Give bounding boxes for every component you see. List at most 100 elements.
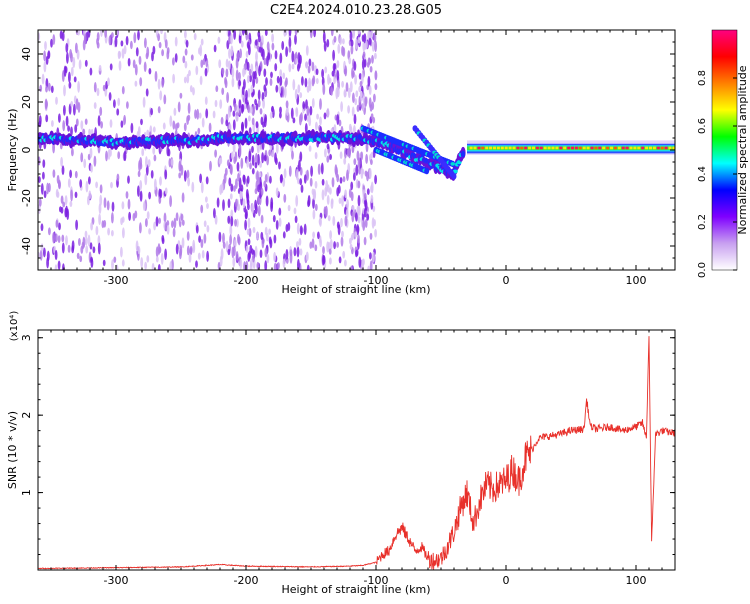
- noise-speckle: [351, 67, 354, 79]
- noise-speckle: [83, 158, 87, 169]
- noise-speckle: [51, 120, 54, 128]
- band-hot: [586, 146, 590, 150]
- noise-speckle: [155, 216, 159, 227]
- noise-speckle: [296, 246, 300, 258]
- noise-speckle: [257, 89, 261, 101]
- noise-speckle: [132, 59, 136, 69]
- noise-speckle: [134, 64, 138, 76]
- noise-speckle: [144, 173, 148, 186]
- noise-speckle: [295, 58, 298, 65]
- noise-speckle: [339, 151, 343, 159]
- noise-speckle: [85, 180, 89, 193]
- noise-speckle: [98, 64, 102, 72]
- top-y-tick-label: -20: [20, 189, 33, 207]
- noise-speckle: [88, 176, 91, 185]
- noise-speckle: [315, 68, 319, 76]
- noise-speckle: [228, 60, 231, 71]
- noise-speckle: [264, 247, 268, 258]
- noise-speckle: [274, 50, 278, 60]
- noise-speckle: [162, 122, 166, 130]
- noise-speckle: [263, 84, 267, 92]
- band-hot: [613, 146, 617, 150]
- noise-speckle: [70, 52, 73, 63]
- noise-speckle: [226, 159, 230, 167]
- noise-speckle: [235, 178, 238, 190]
- noise-speckle: [123, 150, 127, 162]
- noise-speckle: [46, 182, 49, 195]
- noise-speckle: [247, 88, 251, 98]
- noise-speckle: [95, 225, 99, 236]
- noise-speckle: [75, 118, 79, 127]
- noise-speckle: [121, 259, 125, 267]
- noise-speckle: [44, 41, 47, 51]
- noise-speckle: [349, 81, 353, 93]
- noise-speckle: [108, 92, 112, 101]
- noise-speckle: [242, 174, 246, 183]
- noise-speckle: [363, 236, 367, 246]
- noise-speckle: [322, 83, 326, 96]
- noise-speckle: [303, 223, 307, 236]
- noise-speckle: [324, 186, 328, 197]
- noise-speckle: [117, 50, 121, 60]
- noise-speckle: [308, 80, 312, 92]
- noise-speckle: [329, 239, 333, 250]
- noise-speckle: [251, 168, 255, 175]
- noise-speckle: [231, 151, 234, 160]
- noise-speckle: [314, 151, 318, 160]
- noise-speckle: [257, 153, 260, 166]
- noise-speckle: [195, 224, 199, 234]
- noise-speckle: [99, 106, 103, 116]
- noise-speckle: [265, 195, 269, 207]
- noise-speckle: [127, 198, 131, 210]
- noise-speckle: [275, 219, 279, 230]
- noise-speckle: [125, 191, 129, 199]
- noise-speckle: [205, 196, 208, 203]
- band-hot: [590, 146, 594, 150]
- noise-speckle: [311, 97, 315, 109]
- noise-speckle: [172, 120, 176, 130]
- noise-speckle: [84, 59, 88, 67]
- noise-speckle: [271, 33, 274, 43]
- noise-speckle: [134, 80, 138, 87]
- band-hot: [535, 146, 539, 150]
- noise-speckle: [173, 217, 177, 229]
- noise-speckle: [114, 35, 118, 48]
- noise-speckle: [344, 259, 347, 267]
- noise-speckle: [84, 236, 88, 246]
- noise-speckle: [218, 59, 222, 69]
- noise-speckle: [279, 112, 282, 119]
- noise-speckle: [285, 100, 289, 109]
- noise-speckle: [235, 250, 239, 262]
- noise-speckle: [199, 75, 203, 86]
- band-hot: [594, 146, 598, 150]
- noise-speckle: [123, 44, 127, 55]
- noise-speckle: [288, 36, 292, 49]
- noise-speckle: [111, 32, 114, 39]
- noise-speckle: [349, 237, 352, 245]
- noise-speckle: [310, 165, 313, 177]
- noise-speckle: [198, 112, 202, 119]
- noise-speckle: [247, 238, 251, 246]
- noise-speckle: [315, 121, 318, 131]
- noise-speckle: [233, 239, 237, 248]
- noise-speckle: [373, 93, 376, 103]
- noise-speckle: [311, 61, 315, 72]
- noise-speckle: [355, 164, 359, 176]
- band-hot: [582, 146, 586, 150]
- noise-speckle: [44, 98, 48, 110]
- noise-speckle: [229, 165, 233, 174]
- noise-speckle: [181, 192, 185, 203]
- noise-speckle: [138, 55, 142, 66]
- noise-speckle: [82, 236, 86, 248]
- noise-speckle: [353, 158, 357, 166]
- noise-speckle: [38, 251, 41, 259]
- bottom-x-tick-label: -200: [234, 574, 259, 587]
- noise-speckle: [294, 34, 297, 45]
- noise-speckle: [255, 51, 258, 62]
- noise-speckle: [251, 254, 255, 263]
- noise-speckle: [233, 30, 236, 40]
- noise-speckle: [237, 233, 240, 244]
- noise-speckle: [361, 34, 365, 42]
- noise-speckle: [260, 214, 264, 224]
- noise-speckle: [357, 36, 361, 44]
